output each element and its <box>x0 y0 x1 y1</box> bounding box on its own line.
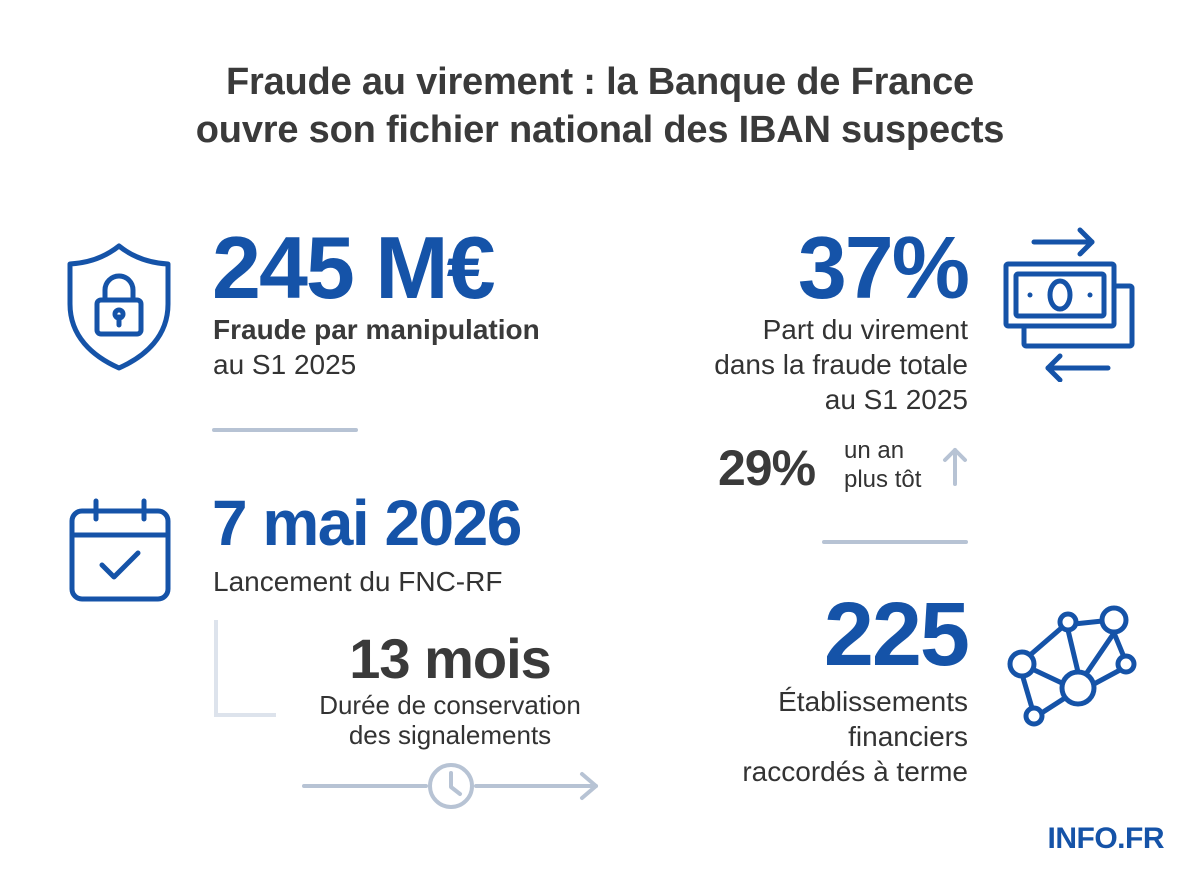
previous-share-label-1: un an <box>844 437 905 464</box>
launch-label: Lancement du FNC-RF <box>213 566 503 597</box>
network-icon <box>1002 600 1138 730</box>
transfer-share-value: 37% <box>797 218 970 317</box>
shield-lock-icon <box>66 242 172 372</box>
money-transfer-icon <box>1000 222 1136 382</box>
fraud-amount-value: 245 M€ <box>212 218 496 317</box>
clock-icon <box>426 761 476 811</box>
retention-value: 13 mois <box>349 627 552 690</box>
transfer-share-label-3: au S1 2025 <box>824 384 968 415</box>
transfer-share-label-1: Part du virement <box>762 314 968 345</box>
previous-share-value: 29% <box>718 440 816 496</box>
institutions-value: 225 <box>823 585 970 685</box>
institutions-label-3: raccordés à terme <box>742 756 968 787</box>
retention-label-1: Durée de conservation <box>319 690 581 720</box>
left-divider <box>212 428 358 432</box>
institutions-label-1: Établissements <box>778 686 968 717</box>
fraud-amount-label-2: au S1 2025 <box>213 349 357 380</box>
page-title: Fraude au virement : la Banque de France… <box>0 58 1200 154</box>
transfer-share-label-2: dans la fraude totale <box>714 349 968 380</box>
institutions-label-2: financiers <box>848 721 968 752</box>
right-divider <box>822 540 968 544</box>
calendar-check-icon <box>68 497 172 603</box>
retention-label-2: des signalements <box>348 720 552 750</box>
title-line-1: Fraude au virement : la Banque de France <box>226 61 974 103</box>
arrow-up-icon <box>942 446 968 486</box>
title-line-2: ouvre son fichier national des IBAN susp… <box>195 109 1005 151</box>
bracket-connector <box>214 620 276 717</box>
launch-date-value: 7 mai 2026 <box>212 487 522 559</box>
timeline-arrow <box>300 758 602 814</box>
previous-share-label-2: plus tôt <box>844 466 922 493</box>
brand-logo: INFO.FR <box>1047 822 1165 855</box>
fraud-amount-label-1: Fraude par manipulation <box>213 314 540 345</box>
